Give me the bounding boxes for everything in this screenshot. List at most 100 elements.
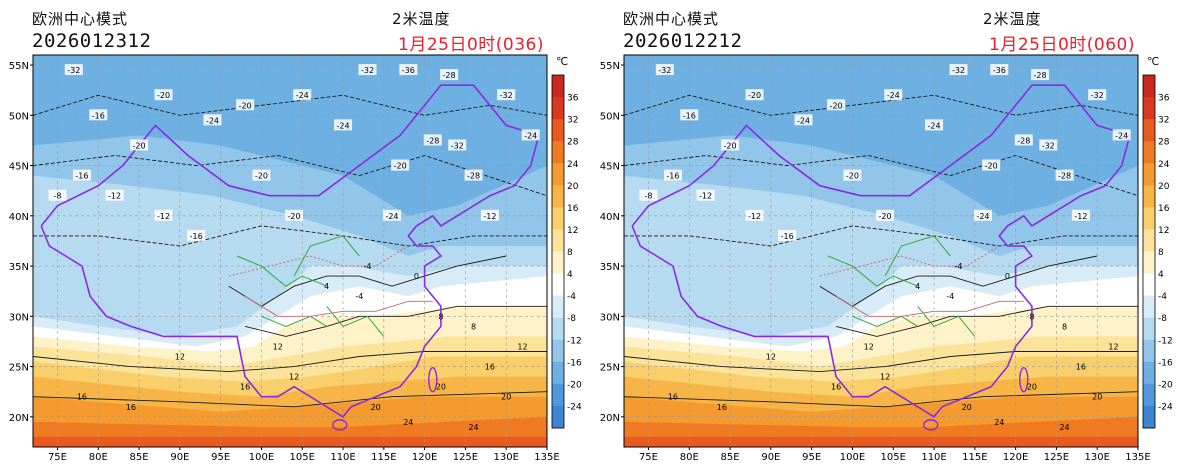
map-frame — [32, 54, 548, 448]
lon-label: 105E — [881, 452, 906, 463]
colorbar-segment — [552, 119, 564, 142]
contour-label: -28 — [426, 136, 439, 145]
river — [244, 295, 433, 317]
contour-label-bg — [655, 64, 674, 76]
contour-label: -24 — [524, 131, 537, 140]
colorbar-label: 8 — [1158, 248, 1164, 258]
lon-label: 95E — [802, 452, 821, 463]
isotherm — [244, 305, 547, 337]
contour-label-bg — [663, 169, 682, 181]
colorbar-label: 24 — [1158, 160, 1170, 170]
colorbar-label: -24 — [1158, 402, 1173, 412]
lat-label: 55N — [600, 61, 620, 72]
isotherm — [624, 155, 1138, 197]
contour-label: -4 — [955, 262, 963, 271]
contour-label: 16 — [77, 393, 87, 402]
colorbar-label: -24 — [567, 402, 582, 412]
contour-label-bg — [480, 209, 499, 221]
contour-label-bg — [1112, 129, 1131, 141]
lon-label: 95E — [211, 452, 230, 463]
valid-time: 1月25日0时(036) — [398, 35, 544, 55]
contour-label: 12 — [766, 353, 776, 362]
colorbar-segment — [552, 361, 564, 385]
colorbar-label: 20 — [1158, 182, 1170, 192]
contour-label: -36 — [993, 66, 1006, 75]
contour-label-bg — [639, 189, 658, 201]
contour-label-bg — [391, 159, 410, 171]
lon-label: 125E — [453, 452, 478, 463]
panel-left: 欧洲中心模式 2026012312 2米温度 1月25日0时(036) -32-… — [9, 10, 582, 463]
lat-label: 55N — [9, 61, 29, 72]
contour-label: 16 — [126, 403, 136, 412]
contour-label: -28 — [1017, 136, 1030, 145]
contour-label: -28 — [1058, 172, 1071, 181]
contour-label: 16 — [1076, 363, 1086, 372]
contour-label: -16 — [190, 232, 203, 241]
contour-label: 12 — [864, 342, 874, 351]
contour-label: -24 — [887, 91, 900, 100]
lon-label: 120E — [1003, 452, 1028, 463]
contour-label-bg — [1088, 89, 1107, 101]
contour-label: 8 — [438, 312, 443, 321]
colorbar-label: 20 — [567, 182, 579, 192]
contour-label: 12 — [517, 342, 527, 351]
colorbar-segment — [552, 317, 564, 341]
isotherm — [33, 225, 547, 247]
contour-label-bg — [334, 119, 353, 131]
lat-label: 45N — [600, 162, 620, 173]
lat-label: 20N — [9, 413, 29, 424]
contour-label-bg — [48, 189, 67, 201]
contour-label: 8 — [1029, 312, 1034, 321]
contour-label: -24 — [385, 212, 398, 221]
colorbar-segment — [1143, 229, 1155, 252]
contour-label: -32 — [1091, 91, 1104, 100]
hainan-outline — [332, 419, 348, 431]
province-border — [917, 305, 976, 337]
contour-label-bg — [843, 169, 862, 181]
contour-label: -16 — [781, 232, 794, 241]
contour-label: -20 — [985, 162, 998, 171]
contour-label-bg — [105, 189, 124, 201]
contour-label-bg — [521, 129, 540, 141]
contour-label: -20 — [133, 141, 146, 150]
contour-label: -28 — [1034, 71, 1047, 80]
contour-label: -20 — [846, 172, 859, 181]
contour-label: 16 — [831, 383, 841, 392]
temperature-map: -32 -20 -20 -24 -32 -36 -28 -32 -24 -20 -16 -24 -28 -… — [600, 54, 1173, 463]
lon-label: 115E — [962, 452, 987, 463]
contour-label-bg — [89, 109, 108, 121]
contour-label: 0 — [414, 272, 419, 281]
contour-label: -20 — [830, 101, 843, 110]
colorbar-label: 24 — [567, 160, 579, 170]
colorbar-frame — [1142, 74, 1156, 429]
lon-label: 110E — [330, 452, 355, 463]
contour-label: 16 — [717, 403, 727, 412]
colorbar-segment — [1143, 317, 1155, 341]
contour-label-bg — [1014, 134, 1033, 146]
province-border — [326, 305, 385, 337]
lat-label: 25N — [9, 363, 29, 374]
colorbar-segment — [552, 339, 564, 363]
contour-label: -32 — [67, 66, 80, 75]
contour-label-bg — [399, 64, 418, 76]
contour-label-bg — [721, 139, 740, 151]
colorbar-label: -4 — [567, 292, 576, 302]
contour-label-bg — [696, 189, 715, 201]
contour-label: -32 — [451, 141, 464, 150]
contour-label: -24 — [296, 91, 309, 100]
contour-label-bg — [827, 99, 846, 111]
contour-label-bg — [884, 89, 903, 101]
contour-label-bg — [1055, 169, 1074, 181]
contour-label: -16 — [92, 111, 105, 120]
colorbar-label: 36 — [1158, 94, 1170, 104]
contour-label-bg — [794, 114, 813, 126]
contour-label-bg — [285, 209, 304, 221]
country-border — [631, 84, 1131, 418]
run-time: 2026012312 — [32, 30, 152, 52]
contour-label-bg — [252, 169, 271, 181]
contour-label-bg — [876, 209, 895, 221]
colorbar-label: -16 — [1158, 358, 1173, 368]
colorbar-label: -8 — [1158, 314, 1167, 324]
colorbar-segment — [552, 163, 564, 186]
contour-label-bg — [64, 64, 83, 76]
